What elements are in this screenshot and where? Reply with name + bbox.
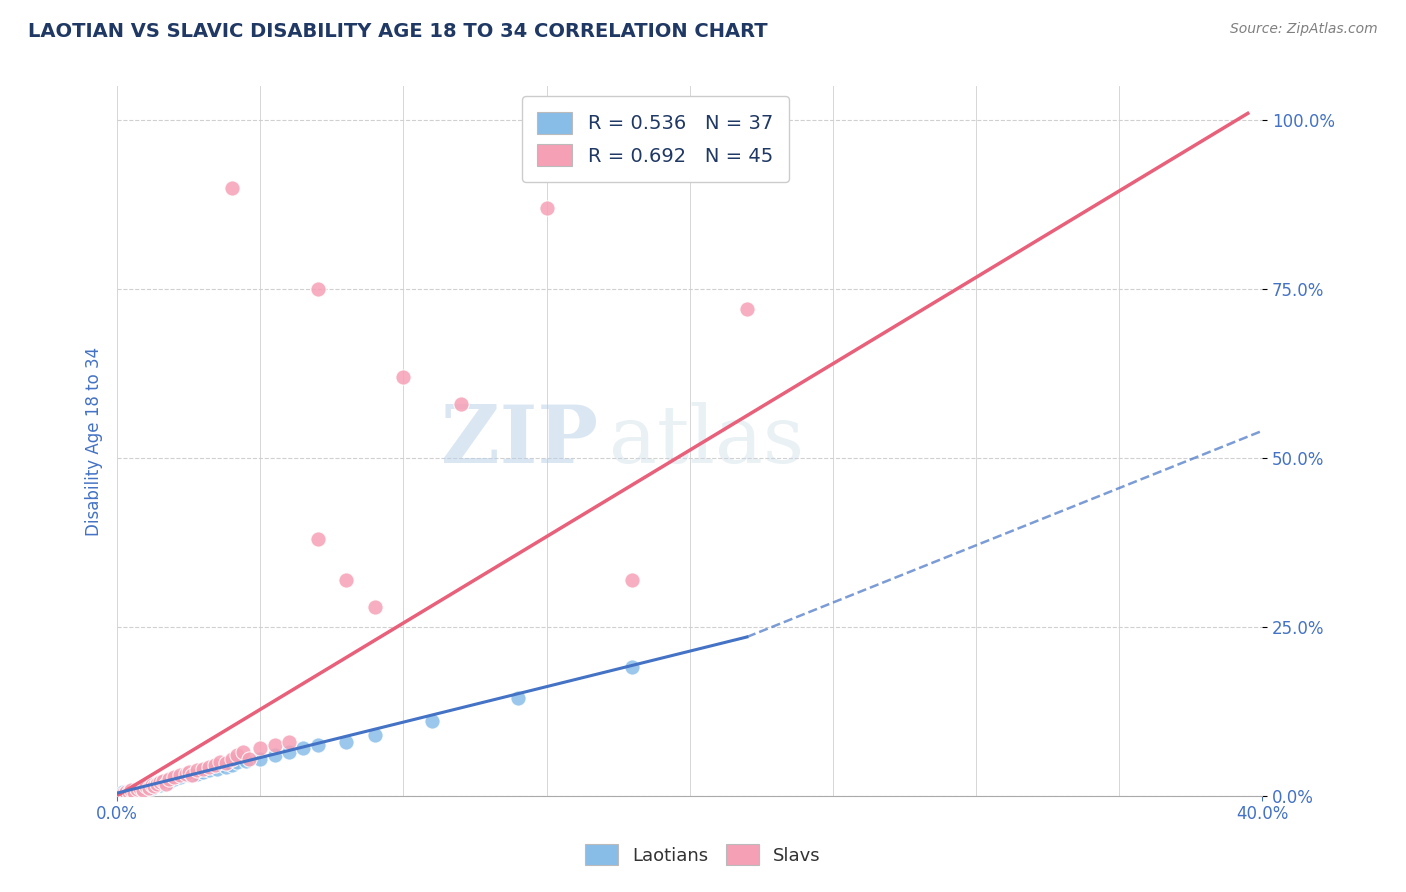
Point (169, 768, 191, 782)
Point (226, 748, 249, 763)
Point (621, 660, 644, 674)
Point (149, 778, 172, 792)
Point (117, 784, 139, 798)
Point (143, 776, 166, 790)
Point (157, 772, 180, 786)
Point (135, 782, 157, 797)
Point (129, 780, 152, 795)
Point (135, 780, 157, 794)
Point (127, 782, 149, 797)
Point (420, 714, 443, 729)
Point (121, 783, 143, 797)
Point (191, 762, 214, 776)
Point (364, 599, 387, 614)
Point (307, 532, 329, 546)
Point (132, 782, 155, 797)
Point (307, 282, 329, 296)
Point (197, 763, 219, 777)
Point (138, 779, 160, 793)
Point (263, 748, 285, 763)
Point (152, 775, 174, 789)
Point (177, 765, 200, 780)
Point (114, 787, 136, 801)
Point (249, 751, 271, 765)
Point (117, 785, 139, 799)
Point (249, 741, 271, 756)
Text: ZIP: ZIP (441, 402, 598, 480)
Point (226, 755, 249, 769)
Point (127, 782, 149, 797)
Text: LAOTIAN VS SLAVIC DISABILITY AGE 18 TO 34 CORRELATION CHART: LAOTIAN VS SLAVIC DISABILITY AGE 18 TO 3… (28, 22, 768, 41)
Point (221, 758, 243, 772)
Point (506, 690, 529, 705)
Point (735, 302, 758, 317)
Point (114, 785, 136, 799)
Text: Source: ZipAtlas.com: Source: ZipAtlas.com (1230, 22, 1378, 37)
Point (197, 760, 219, 774)
Point (129, 783, 152, 797)
Point (215, 756, 238, 771)
Legend: R = 0.536   N = 37, R = 0.692   N = 45: R = 0.536 N = 37, R = 0.692 N = 45 (522, 96, 789, 182)
Point (111, 785, 134, 799)
Point (277, 745, 299, 759)
Point (155, 776, 177, 790)
Point (132, 780, 155, 795)
Point (450, 397, 472, 411)
Point (209, 755, 232, 769)
Point (169, 770, 191, 784)
Point (141, 780, 163, 795)
Point (141, 778, 163, 792)
Point (235, 754, 257, 768)
Point (207, 762, 229, 776)
Point (335, 735, 357, 749)
Point (146, 776, 169, 790)
Point (143, 779, 166, 793)
Point (238, 751, 260, 765)
Point (121, 785, 143, 799)
Point (174, 767, 197, 781)
Point (335, 573, 357, 587)
Point (263, 738, 285, 752)
Point (177, 768, 200, 782)
Legend: Laotians, Slavs: Laotians, Slavs (576, 835, 830, 874)
Point (124, 785, 146, 799)
Point (364, 728, 387, 742)
Point (215, 760, 238, 774)
Point (307, 738, 329, 752)
Point (232, 745, 254, 759)
Point (180, 768, 202, 782)
Point (277, 735, 299, 749)
Point (157, 775, 180, 789)
Y-axis label: Disability Age 18 to 34: Disability Age 18 to 34 (86, 346, 103, 535)
Point (138, 780, 160, 795)
Point (292, 741, 315, 756)
Point (186, 767, 208, 781)
Point (191, 765, 214, 780)
Point (111, 787, 134, 801)
Point (621, 573, 644, 587)
Point (221, 751, 243, 765)
Point (124, 783, 146, 797)
Text: atlas: atlas (609, 402, 804, 480)
Point (117, 789, 139, 803)
Point (536, 201, 558, 215)
Point (152, 773, 174, 788)
Point (186, 763, 208, 777)
Point (163, 770, 186, 784)
Point (149, 775, 172, 789)
Point (221, 180, 243, 194)
Point (392, 370, 415, 384)
Point (163, 772, 186, 786)
Point (204, 758, 226, 772)
